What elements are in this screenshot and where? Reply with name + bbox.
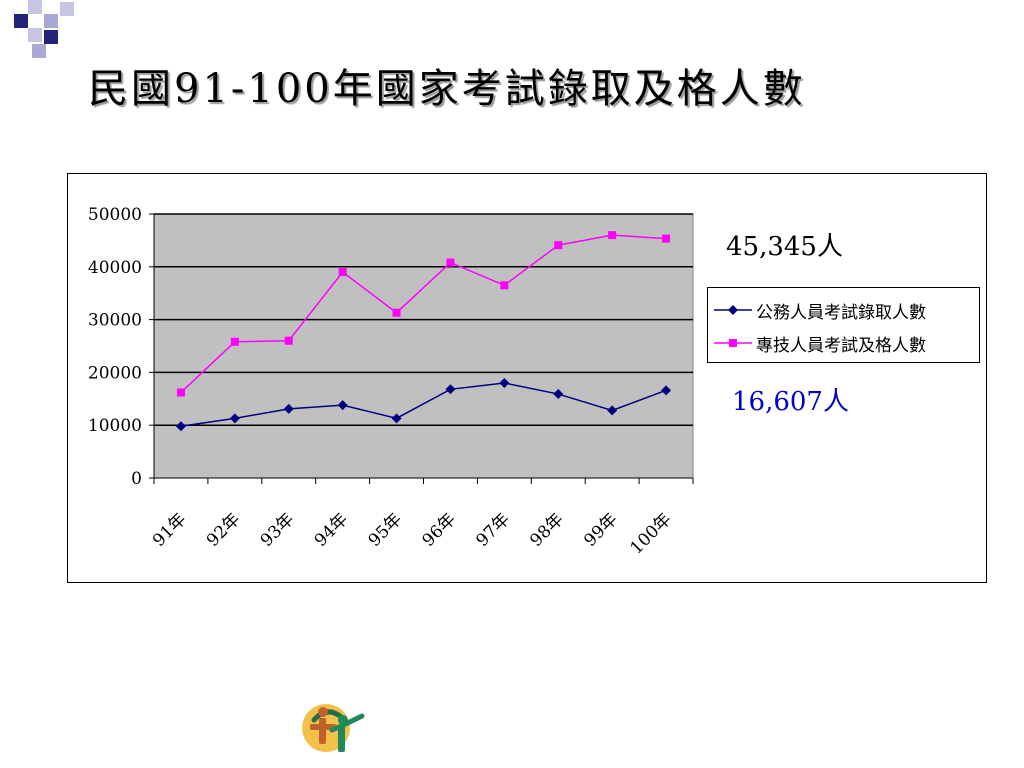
x-tick-label: 100年 <box>626 509 675 558</box>
annotation-bottom-value: 16,607人 <box>732 387 849 417</box>
plot-area <box>153 213 694 479</box>
page-title: 民國91-100年國家考試錄取及格人數 <box>88 66 806 112</box>
x-tick-label: 96年 <box>419 509 460 550</box>
series-line-2 <box>180 234 667 394</box>
data-point-square <box>608 231 617 240</box>
data-point-square <box>554 241 563 250</box>
x-tick-label: 93年 <box>257 509 298 550</box>
data-point-square <box>392 308 401 317</box>
data-point-diamond <box>283 403 294 414</box>
line-chart: 0 10000 20000 30000 40000 50000 91年 92年 93年 94年 95… <box>88 205 694 559</box>
data-point-diamond <box>175 421 186 432</box>
data-point-diamond <box>337 400 348 411</box>
data-point-diamond <box>445 384 456 395</box>
y-tick-label: 20000 <box>88 363 142 383</box>
chart-legend: 公務人員考試錄取人數 專技人員考試及格人數 <box>707 287 980 363</box>
y-tick-label: 50000 <box>88 205 142 225</box>
x-tick-label: 98年 <box>526 509 567 550</box>
data-point-square <box>338 268 347 277</box>
legend-item-series-2: 專技人員考試及格人數 <box>714 331 926 356</box>
x-tick-label: 92年 <box>203 509 244 550</box>
data-point-square <box>284 336 293 345</box>
series-line-1 <box>180 382 667 427</box>
x-tick-label: 95年 <box>365 509 406 550</box>
annotation-top-value: 45,345人 <box>726 232 843 262</box>
data-point-diamond <box>607 405 618 416</box>
y-tick-label: 40000 <box>88 258 142 278</box>
data-point-diamond <box>391 413 402 424</box>
legend-label-series-1: 公務人員考試錄取人數 <box>756 302 926 323</box>
data-point-square <box>230 337 239 346</box>
data-point-diamond <box>661 385 672 396</box>
exam-logo <box>302 704 365 752</box>
x-tick-label: 91年 <box>149 509 190 550</box>
y-tick-label: 0 <box>131 469 142 489</box>
data-point-diamond <box>229 413 240 424</box>
x-tick-label: 99年 <box>580 509 621 550</box>
corner-decoration <box>0 0 80 60</box>
chart-frame: 0 10000 20000 30000 40000 50000 91年 92年 93年 94年 95… <box>67 173 987 583</box>
data-point-square <box>500 281 509 290</box>
x-tick-label: 97年 <box>472 509 513 550</box>
data-point-square <box>176 388 185 397</box>
data-point-diamond <box>499 377 510 388</box>
legend-item-series-1: 公務人員考試錄取人數 <box>714 298 926 323</box>
data-point-diamond <box>553 389 564 400</box>
legend-line-square-icon <box>714 339 752 347</box>
data-point-square <box>662 234 671 243</box>
x-tick-label: 94年 <box>311 509 352 550</box>
data-point-square <box>446 258 455 267</box>
y-tick-label: 30000 <box>88 311 142 331</box>
legend-line-diamond-icon <box>714 305 752 315</box>
legend-label-series-2: 專技人員考試及格人數 <box>756 335 926 356</box>
y-tick-label: 10000 <box>88 416 142 436</box>
